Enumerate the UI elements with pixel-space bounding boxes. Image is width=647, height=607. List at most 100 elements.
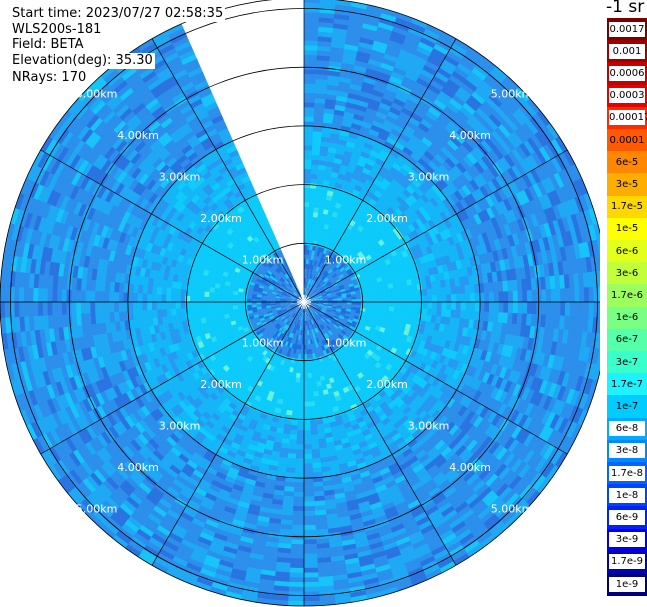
range-gate-cell	[409, 203, 420, 213]
range-gate-cell	[317, 45, 332, 52]
range-gate-cell	[304, 192, 311, 198]
range-gate-cell	[321, 126, 333, 134]
range-gate-cell	[452, 224, 461, 236]
range-gate-cell	[413, 296, 419, 303]
range-gate-cell	[516, 231, 525, 246]
range-gate-cell	[309, 289, 313, 295]
range-gate-cell	[416, 45, 433, 58]
range-gate-cell	[424, 177, 436, 189]
range-gate-cell	[409, 245, 418, 255]
range-gate-cell	[304, 59, 318, 65]
range-gate-cell	[499, 156, 512, 171]
range-gate-cell	[315, 290, 321, 295]
range-gate-cell	[521, 122, 536, 139]
range-gate-cell	[342, 271, 349, 277]
range-gate-cell	[312, 126, 324, 133]
range-gate-cell	[395, 57, 412, 69]
range-gate-cell	[381, 123, 394, 134]
range-gate-cell	[315, 283, 321, 288]
range-gate-cell	[437, 249, 445, 259]
range-gate-cell	[371, 278, 378, 284]
range-gate-cell	[426, 146, 439, 158]
range-gate-cell	[334, 286, 340, 291]
range-gate-cell	[306, 283, 310, 289]
range-gate-cell	[328, 205, 336, 212]
range-gate-cell	[304, 149, 313, 155]
range-gate-cell	[304, 163, 312, 170]
range-gate-cell	[555, 187, 567, 205]
range-gate-cell	[397, 53, 414, 64]
range-gate-cell	[320, 141, 331, 148]
range-gate-cell	[481, 232, 490, 245]
range-gate-cell	[555, 302, 561, 317]
range-gate-cell	[538, 224, 548, 240]
range-gate-cell	[417, 295, 424, 303]
range-gate-cell	[382, 265, 389, 272]
range-gate-cell	[507, 196, 518, 211]
range-gate-cell	[290, 420, 298, 426]
range-gate-cell	[426, 308, 433, 316]
range-gate-cell	[435, 117, 449, 130]
range-gate-cell	[304, 273, 306, 279]
range-gate-cell	[428, 174, 439, 185]
range-gate-cell	[512, 302, 519, 315]
range-gate-cell	[393, 187, 404, 197]
range-gate-cell	[387, 110, 400, 121]
range-gate-cell	[417, 289, 423, 297]
range-gate-cell	[299, 377, 304, 384]
range-gate-cell	[320, 193, 328, 200]
range-gate-cell	[532, 183, 544, 199]
range-gate-cell	[441, 294, 447, 303]
range-gate-cell	[308, 278, 312, 284]
range-gate-cell	[440, 146, 453, 159]
range-gate-cell	[323, 286, 330, 291]
range-gate-cell	[305, 268, 308, 274]
range-gate-cell	[304, 121, 315, 127]
range-gate-cell	[459, 173, 471, 186]
range-gate-cell	[448, 74, 465, 88]
range-gate-cell	[302, 539, 317, 545]
range-gate-cell	[430, 235, 440, 245]
range-gate-cell	[307, 295, 312, 300]
range-gate-cell	[307, 278, 311, 284]
range-gate-cell	[314, 276, 319, 282]
range-gate-cell	[541, 302, 547, 316]
range-gate-cell	[353, 64, 368, 73]
range-gate-cell	[321, 252, 326, 259]
range-gate-cell	[313, 111, 325, 118]
range-gate-cell	[377, 267, 385, 274]
range-gate-cell	[434, 153, 446, 165]
range-gate-cell	[334, 268, 340, 274]
range-gate-cell	[354, 109, 367, 118]
range-gate-cell	[455, 147, 468, 160]
range-gate-cell	[341, 57, 357, 66]
range-gate-cell	[322, 283, 328, 289]
range-gate-cell	[398, 244, 407, 253]
range-gate-cell	[313, 275, 318, 281]
range-gate-cell	[406, 67, 422, 79]
range-gate-cell	[321, 213, 328, 220]
range-gate-cell	[404, 159, 416, 170]
range-gate-cell	[309, 197, 316, 203]
range-gate-cell	[384, 157, 396, 167]
range-gate-cell	[438, 131, 452, 144]
range-gate-cell	[496, 159, 508, 174]
range-gate-cell	[476, 173, 489, 187]
range-gate-cell	[445, 157, 457, 170]
range-gate-cell	[398, 111, 412, 122]
range-gate-cell	[303, 458, 313, 464]
range-gate-cell	[290, 539, 304, 545]
range-gate-cell	[324, 272, 330, 278]
range-gate-cell	[309, 264, 313, 270]
range-gate-cell	[545, 176, 557, 193]
range-gate-cell	[313, 116, 325, 123]
range-gate-cell	[303, 449, 312, 455]
range-gate-cell	[307, 288, 311, 294]
range-gate-cell	[482, 120, 496, 135]
range-gate-cell	[347, 270, 354, 277]
range-gate-cell	[330, 288, 336, 292]
range-gate-cell	[469, 149, 483, 163]
range-gate-cell	[438, 113, 452, 126]
range-gate-cell	[329, 257, 336, 264]
range-gate-cell	[340, 268, 347, 275]
